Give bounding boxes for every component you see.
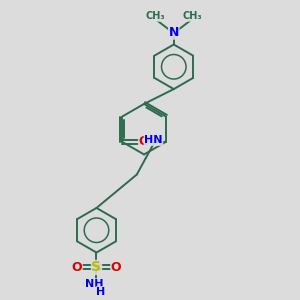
Text: O: O [139,135,149,148]
Text: CH₃: CH₃ [183,11,202,21]
Text: CH₃: CH₃ [145,11,165,21]
Text: S: S [92,260,101,274]
Text: H: H [96,287,106,297]
Text: O: O [111,261,122,274]
Text: N: N [169,26,179,39]
Text: NH: NH [85,279,104,289]
Text: HN: HN [144,135,163,145]
Text: O: O [72,261,82,274]
